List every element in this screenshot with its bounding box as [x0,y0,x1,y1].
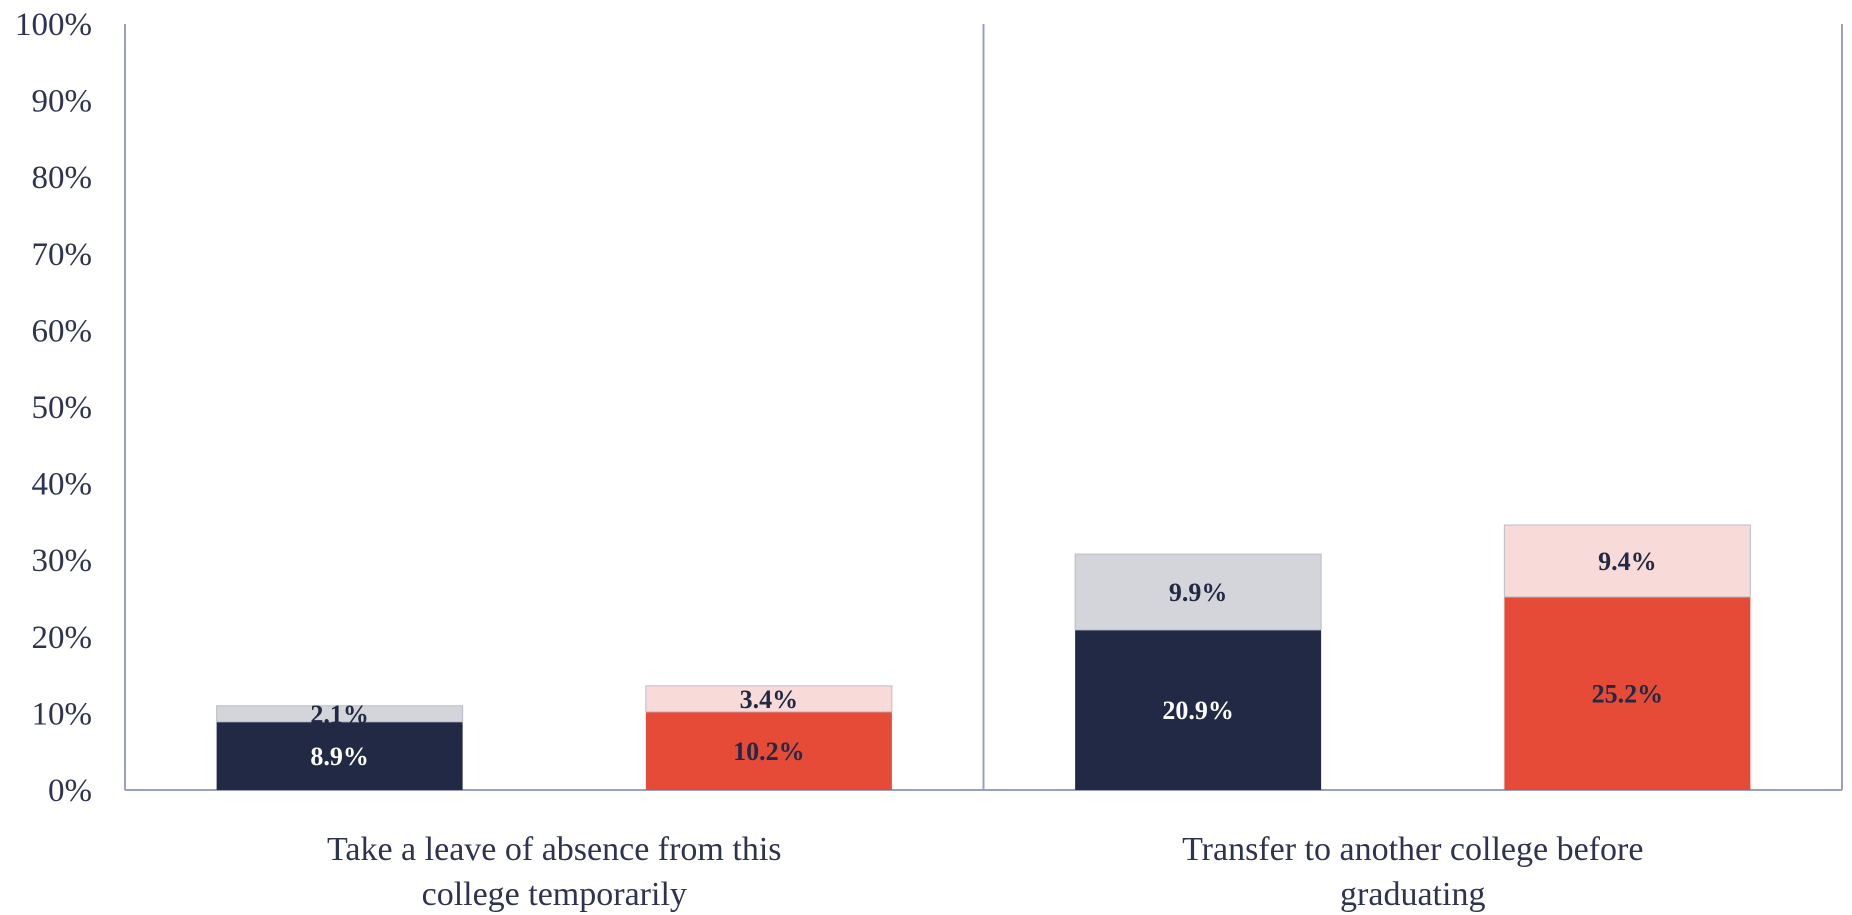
bar-segment-base [216,721,463,790]
y-tick-label: 0% [48,773,92,809]
category-label-line: Transfer to another college before [1182,831,1643,868]
category-label: Take a leave of absence from this college… [327,831,782,913]
bar-segment-top [1503,524,1751,598]
data-label: 25.2% [1592,679,1664,708]
data-label: 3.4% [740,685,799,714]
y-tick-label: 70% [32,237,93,273]
y-tick-label: 100% [15,7,92,43]
y-axis-ticks: 0% 10% 20% 30% 40% 50% 60% 70% 80% 90% 100% [15,7,92,809]
y-tick-label: 20% [32,620,93,656]
bar-segment-top [1074,553,1322,631]
category-label-line: college temporarily [422,876,687,913]
bar-segment-base [1504,596,1751,790]
y-tick-label: 30% [32,543,93,579]
y-tick-label: 80% [32,160,93,196]
data-label: 10.2% [733,737,805,766]
bar-segment-top [216,705,464,723]
bar-segment-base [1075,629,1322,790]
bars: 8.9% 2.1% 10.2% 3.4% 20.9% 9.9% 25.2% 9.4% [216,524,1751,790]
data-label: 20.9% [1162,696,1234,725]
data-label: 9.4% [1598,547,1657,576]
y-tick-label: 50% [32,390,93,426]
y-tick-label: 60% [32,313,93,349]
y-tick-label: 10% [32,696,93,732]
bar-segment-base [645,711,892,790]
y-tick-label: 40% [32,467,93,503]
category-label-line: graduating [1340,876,1485,913]
data-label: 2.1% [310,700,369,729]
bar-segment-top [645,685,893,713]
category-labels: Take a leave of absence from this college… [327,831,1643,913]
data-label: 8.9% [310,742,369,771]
category-label: Transfer to another college before gradua… [1182,831,1643,913]
data-label: 9.9% [1169,578,1228,607]
category-label-line: Take a leave of absence from this [327,831,782,868]
y-tick-label: 90% [32,84,93,120]
